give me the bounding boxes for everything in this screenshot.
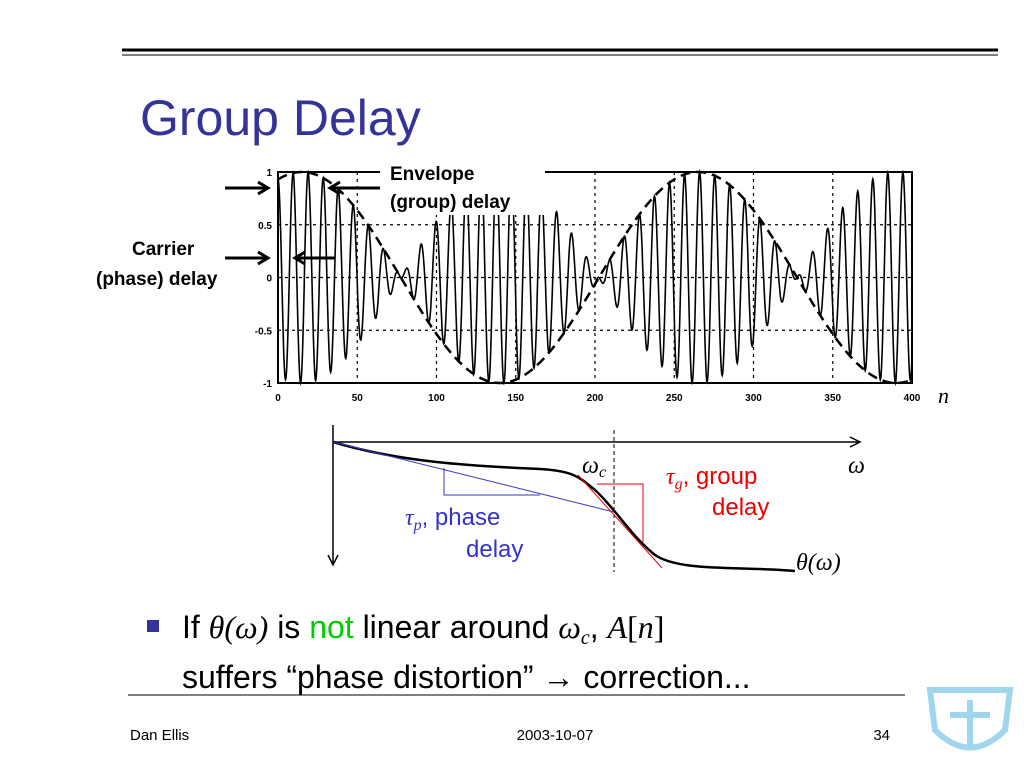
phase-symbol: τ xyxy=(405,505,415,531)
emphasis: not xyxy=(309,609,354,645)
arrow xyxy=(225,180,271,196)
logo-cross xyxy=(950,700,990,745)
bullet-marker xyxy=(147,620,159,632)
x-tick-label: 0 xyxy=(275,393,281,404)
phase-text: , phase xyxy=(422,504,501,531)
x-tick-label: 200 xyxy=(587,393,604,404)
group-label: delay xyxy=(712,494,769,521)
group-label: τg, group xyxy=(666,463,757,493)
bullet-line: suffers “phase distortion” → correction.… xyxy=(182,659,751,695)
y-tick-label: 1 xyxy=(266,168,272,179)
math: [ xyxy=(627,609,638,645)
x-tick-label: 250 xyxy=(666,393,683,404)
phase-diagram: ωc ω τg, group delay τp, phase delay θ(ω… xyxy=(327,425,865,576)
x-tick-label: 150 xyxy=(507,393,524,404)
cutoff-sub: c xyxy=(599,464,606,481)
footer-date: 2003-10-07 xyxy=(517,727,594,744)
math: A xyxy=(606,609,628,645)
logo-shield xyxy=(926,687,1014,751)
envelope xyxy=(277,170,913,385)
text: linear around xyxy=(354,609,559,645)
curve-label: θ(ω) xyxy=(796,550,841,576)
text: If xyxy=(182,609,209,645)
text: is xyxy=(268,609,309,645)
math-sub: c xyxy=(581,627,590,649)
phase-curve xyxy=(332,440,796,573)
phase-label: τp, phase xyxy=(405,504,500,534)
math: ω xyxy=(558,609,581,645)
slide-title: Group Delay xyxy=(140,90,421,146)
x-tick-label: 50 xyxy=(352,393,364,404)
x-tick-label: 300 xyxy=(745,393,762,404)
phase-triangle xyxy=(443,468,540,496)
x-tick-label: 100 xyxy=(428,393,445,404)
arrow xyxy=(225,250,271,266)
group-symbol: τ xyxy=(666,464,676,490)
plot-frame xyxy=(277,171,913,384)
footer-page: 34 xyxy=(873,727,890,744)
phase-label: delay xyxy=(466,536,523,563)
x-axis xyxy=(333,436,862,448)
footer-author: Dan Ellis xyxy=(130,727,189,744)
y-tick-label: 0 xyxy=(266,274,272,285)
group-text: , group xyxy=(683,463,758,490)
arrow xyxy=(327,180,380,196)
math: ] xyxy=(654,609,665,645)
math: n xyxy=(638,609,654,645)
envelope-label: Envelope xyxy=(390,164,474,185)
group-sub: g xyxy=(675,476,683,493)
envelope-label: (group) delay xyxy=(390,192,511,213)
cutoff-symbol: ω xyxy=(582,453,599,479)
math: θ(ω) xyxy=(209,609,269,645)
y-tick-label: -1 xyxy=(263,379,272,390)
group-tangent xyxy=(577,474,663,569)
x-axis-label: ω xyxy=(848,453,865,479)
text: , xyxy=(590,609,608,645)
phase-slope xyxy=(332,441,615,513)
carrier-label: (phase) delay xyxy=(96,269,218,290)
y-tick-label: -0.5 xyxy=(255,326,273,337)
phase-sub: p xyxy=(413,517,422,534)
cutoff-label: ωc xyxy=(582,453,606,481)
group-triangle xyxy=(597,483,644,542)
logo xyxy=(926,687,1014,751)
carrier-label: Carrier xyxy=(132,239,195,260)
x-tick-label: 350 xyxy=(824,393,841,404)
label-bg xyxy=(380,160,545,215)
waveform-figure: n Envelope (group) delay Carrier (phase)… xyxy=(96,160,949,408)
y-axis xyxy=(327,425,339,567)
bullet-line: If θ(ω) is not linear around ωc, A[n] xyxy=(182,609,664,649)
x-axis-label: n xyxy=(938,383,949,408)
arrow xyxy=(292,250,335,266)
y-tick-label: 0.5 xyxy=(258,221,272,232)
x-tick-label: 400 xyxy=(904,393,921,404)
